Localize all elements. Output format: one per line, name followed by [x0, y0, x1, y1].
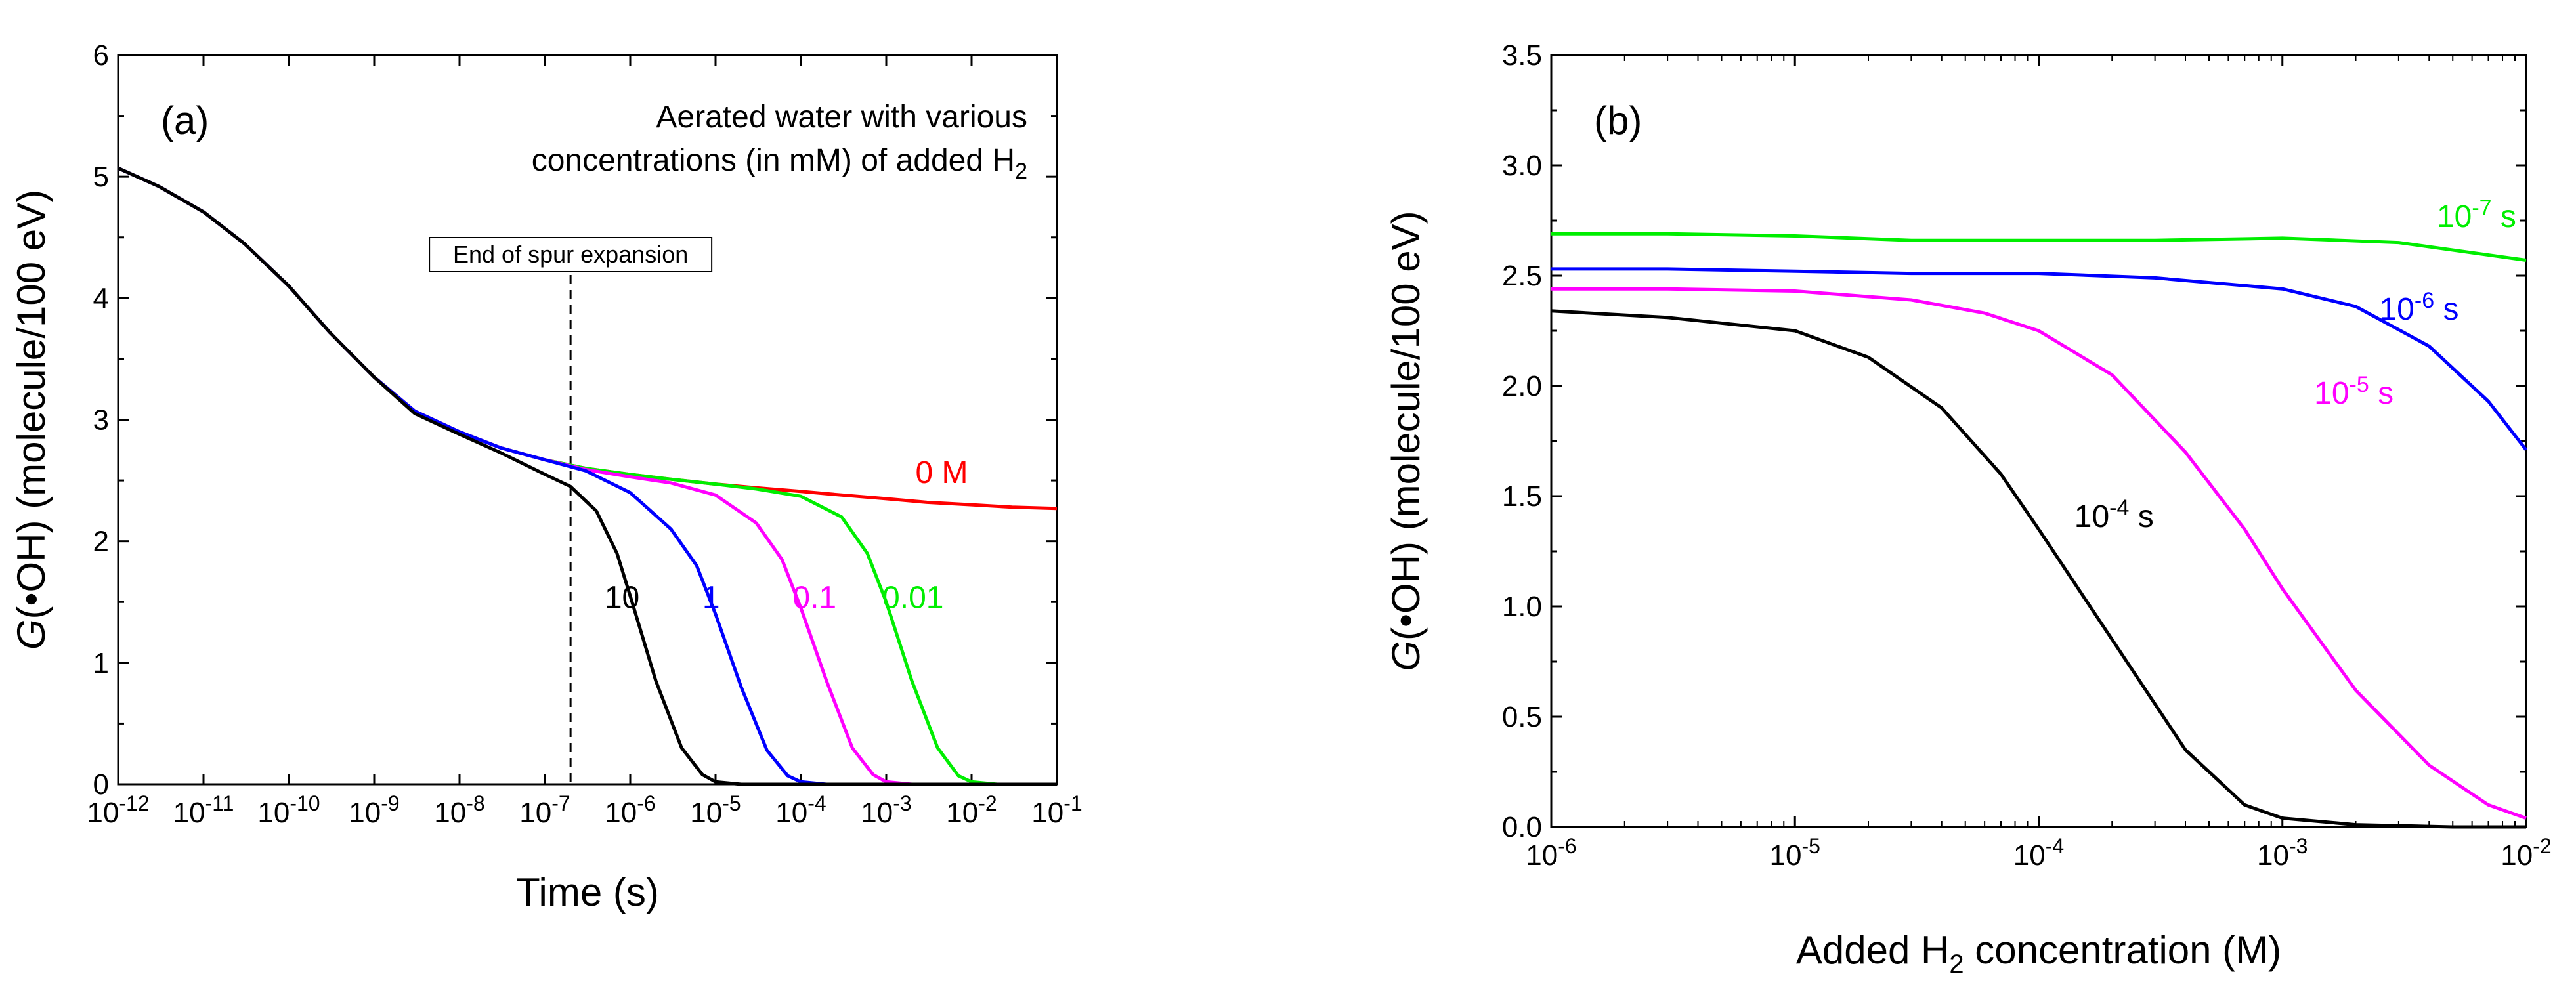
y-tick-label: 6: [93, 39, 109, 72]
x-axis-title: Time (s): [516, 870, 659, 914]
x-tick-label: 10-1: [1031, 792, 1082, 829]
y-axis-title: G(•OH) (molecule/100 eV): [9, 190, 53, 650]
curve-label: 0.1: [792, 581, 836, 616]
y-tick-label: 0: [93, 769, 109, 801]
x-tick-label: 10-6: [1526, 834, 1576, 872]
curve-label: 1: [702, 581, 720, 616]
curve-label: 10: [605, 581, 639, 616]
curve-label: 10-7 s: [2437, 196, 2516, 234]
x-tick-label: 10-11: [173, 792, 234, 829]
x-tick-label: 10-5: [690, 792, 741, 829]
y-tick-label: 2: [93, 526, 109, 558]
x-tick-label: 10-4: [2013, 834, 2064, 872]
y-tick-label: 0.0: [1502, 811, 1542, 843]
curve-label: 10-5 s: [2314, 372, 2394, 411]
series-line: [1551, 232, 2527, 262]
plot-frame: [1550, 54, 2527, 828]
series-line: [1551, 287, 2527, 820]
panel-label: (a): [161, 98, 209, 142]
annotation-line-2: concentrations (in mM) of added H2: [532, 143, 1027, 184]
x-tick-label: 10-8: [434, 792, 484, 829]
series-line: [117, 166, 1057, 786]
x-tick-label: 10-3: [2257, 834, 2308, 872]
x-axis-title: Added H2 concentration (M): [1796, 928, 2281, 979]
y-tick-label: 3.0: [1502, 150, 1542, 182]
y-tick-label: 2.0: [1502, 370, 1542, 402]
x-tick-label: 10-7: [519, 792, 570, 829]
x-tick-label: 10-3: [861, 792, 911, 829]
y-tick-label: 1.0: [1502, 591, 1542, 623]
y-tick-label: 3.5: [1502, 39, 1542, 72]
curve-label: 0 M: [916, 455, 968, 490]
y-tick-label: 4: [93, 282, 109, 314]
panel-b: 0.0 0.5 1.0 1.5 2.0 2.5 3.0 3.5 10-6 10-5 10-4 10-3…: [1384, 39, 2552, 979]
x-tick-label: 10-5: [1770, 834, 1820, 872]
spur-expansion-box: [429, 237, 713, 272]
x-tick-label: 10-9: [349, 792, 399, 829]
annotation-line-1: Aerated water with various: [656, 100, 1027, 135]
y-tick-label: 5: [93, 161, 109, 193]
y-tick-label: 1: [93, 647, 109, 679]
x-tick-label: 10-12: [87, 792, 149, 829]
series-line: [1551, 309, 2526, 829]
y-tick-label: 0.5: [1502, 701, 1542, 733]
panel-label: (b): [1594, 98, 1642, 142]
x-tick-label: 10-10: [257, 792, 320, 829]
series-line: [1551, 267, 2527, 451]
curve-label: 0.01: [882, 581, 943, 616]
y-tick-label: 3: [93, 404, 109, 436]
x-tick-label: 10-6: [605, 792, 655, 829]
x-tick-label: 10-2: [2501, 834, 2551, 872]
curve-label: 10-4 s: [2074, 496, 2154, 534]
y-axis-title: G(•OH) (molecule/100 eV): [1384, 211, 1428, 671]
curve-label: 10-6 s: [2379, 288, 2458, 327]
x-tick-label: 10-2: [946, 792, 997, 829]
y-tick-label: 2.5: [1502, 260, 1542, 292]
spur-expansion-label: End of spur expansion: [453, 241, 688, 268]
y-tick-label: 1.5: [1502, 480, 1542, 513]
x-tick-label: 10-4: [775, 792, 826, 829]
